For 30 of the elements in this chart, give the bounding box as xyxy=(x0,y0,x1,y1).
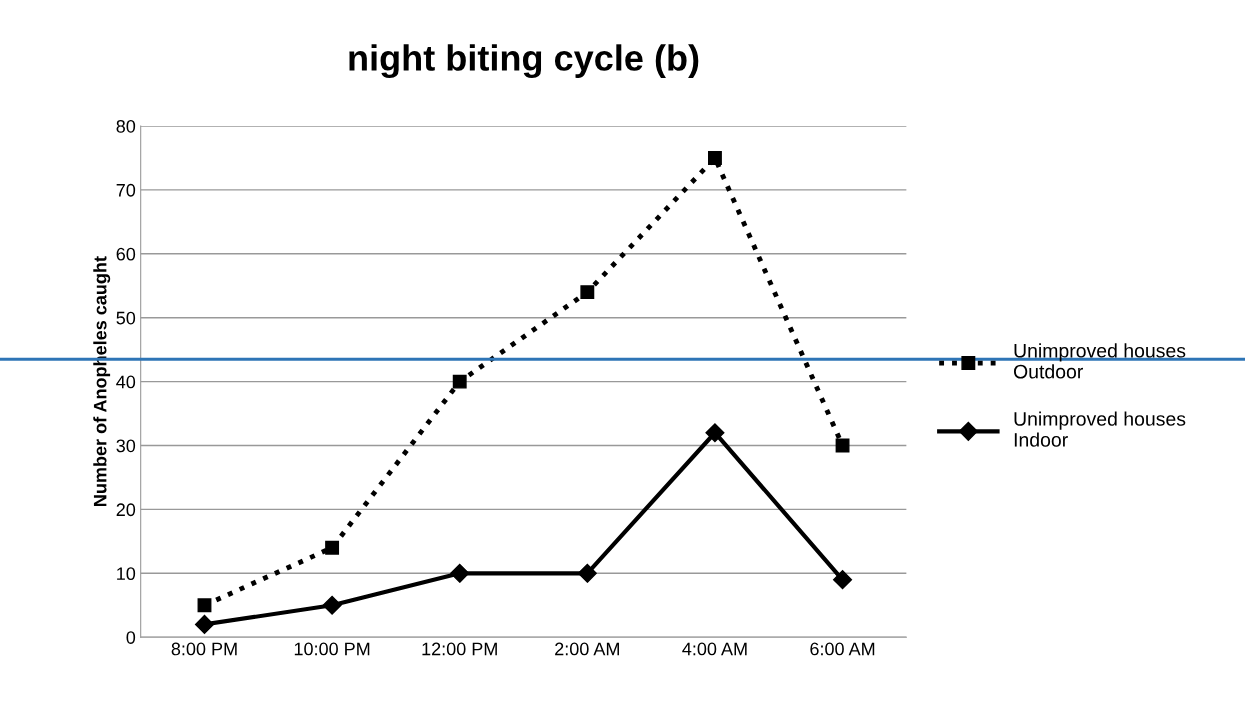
point xyxy=(450,563,470,583)
y-axis-title: Number of Anopheles caught xyxy=(93,256,111,506)
y-tick-label: 60 xyxy=(116,247,136,261)
y-tick-label: 50 xyxy=(116,311,136,325)
x-tick-label: 10:00 PM xyxy=(294,642,370,656)
point xyxy=(452,374,467,389)
point xyxy=(833,570,853,590)
point xyxy=(705,423,725,443)
x-tick-label: 2:00 AM xyxy=(555,642,619,656)
y-tick-label: 70 xyxy=(116,183,136,197)
legend-label: Unimproved houses Indoor xyxy=(1014,411,1186,447)
x-tick-label: 12:00 PM xyxy=(422,642,497,656)
y-tick-label: 0 xyxy=(126,631,136,644)
point xyxy=(325,540,340,555)
x-tick-label: 4:00 AM xyxy=(682,642,747,656)
point xyxy=(707,151,722,165)
point xyxy=(197,598,212,613)
y-tick-label: 30 xyxy=(116,439,136,453)
point xyxy=(577,563,597,583)
point xyxy=(322,595,342,615)
y-tick-label: 20 xyxy=(116,503,136,517)
y-tick-label: 80 xyxy=(116,119,136,133)
x-tick-label: 6:00 AM xyxy=(810,642,875,656)
y-tick-label: 40 xyxy=(116,375,136,389)
point xyxy=(194,614,215,634)
chart-title: night biting cycle (b) xyxy=(349,44,699,79)
point xyxy=(580,285,595,300)
legend-label: Unimproved houses Outdoor xyxy=(1013,343,1186,379)
y-tick-label: 10 xyxy=(117,567,136,581)
x-tick-label: 8:00 PM xyxy=(171,642,237,656)
